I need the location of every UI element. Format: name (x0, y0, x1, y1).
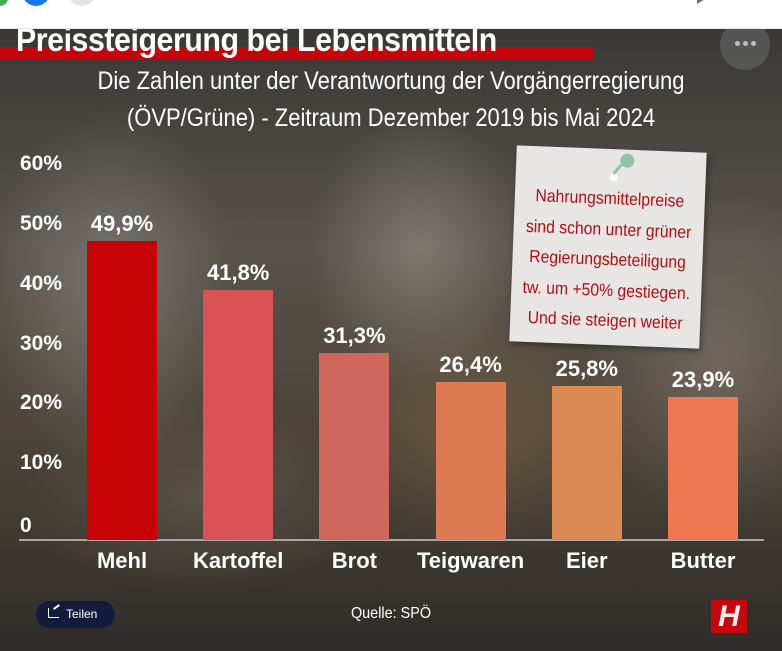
chart-graphic: Preissteigerung bei Lebensmitteln Die Za… (0, 29, 782, 651)
browser-toolbar (0, 0, 782, 29)
x-category-label: Teigwaren (417, 548, 525, 573)
chart-subtitle-line-2: (ÖVP/Grüne) - Zeitraum Dezember 2019 bis… (126, 104, 656, 132)
more-horizontal-icon (735, 41, 740, 46)
chart-subtitle-line-1: Die Zahlen unter der Verantwortung der V… (97, 67, 685, 95)
pushpin-head (620, 153, 635, 168)
x-category-label: Kartoffel (192, 548, 284, 573)
bar-value-label: 25,8% (555, 355, 618, 381)
bar-butter (668, 396, 738, 540)
y-tick-label: 0 (20, 514, 32, 537)
bar-kartoffel (203, 289, 274, 540)
bar-value-label: 31,3% (323, 322, 386, 348)
grey-circle-icon[interactable] (68, 0, 96, 6)
source-label: Quelle: SPÖ (350, 605, 432, 622)
y-tick-label: 30% (20, 331, 63, 355)
bar-brot (319, 352, 390, 540)
x-category-label: Butter (670, 548, 736, 573)
sticky-note: Nahrungsmittelpreise sind schon unter gr… (509, 145, 707, 349)
more-horizontal-icon (751, 41, 756, 46)
bar-value-label: 41,8% (206, 259, 270, 285)
x-axis-line (19, 539, 764, 541)
brand-logo[interactable]: H (711, 600, 747, 633)
y-tick-label: 40% (20, 271, 63, 295)
note-text: Nahrungsmittelpreise sind schon unter gr… (510, 179, 706, 339)
green-circle-icon[interactable] (0, 0, 8, 6)
bar-mehl (87, 241, 157, 540)
note-line: Und sie steigen weiter (527, 306, 683, 333)
more-horizontal-icon (743, 41, 748, 46)
page-title: Preissteigerung bei Lebensmitteln (16, 29, 497, 58)
play-icon[interactable] (697, 0, 707, 4)
x-category-label: Mehl (96, 548, 148, 573)
facebook-icon[interactable] (22, 0, 50, 6)
share-button[interactable]: Teilen (36, 601, 115, 628)
pushpin-icon (612, 163, 623, 175)
y-tick-label: 60% (20, 152, 63, 175)
more-button[interactable] (720, 29, 770, 70)
y-tick-label: 20% (20, 391, 63, 415)
title-underline-bar (0, 47, 593, 60)
share-icon (48, 608, 59, 618)
bar-eier (551, 385, 622, 540)
bar-value-label: 26,4% (439, 352, 502, 378)
y-tick-label: 10% (20, 451, 63, 475)
bar-value-label: 23,9% (671, 366, 735, 392)
bar-teigwaren (435, 382, 506, 540)
y-tick-label: 50% (20, 211, 63, 235)
share-label: Teilen (66, 607, 98, 621)
bar-value-label: 49,9% (90, 211, 154, 237)
x-category-label: Eier (566, 548, 608, 573)
x-category-label: Brot (331, 548, 377, 573)
